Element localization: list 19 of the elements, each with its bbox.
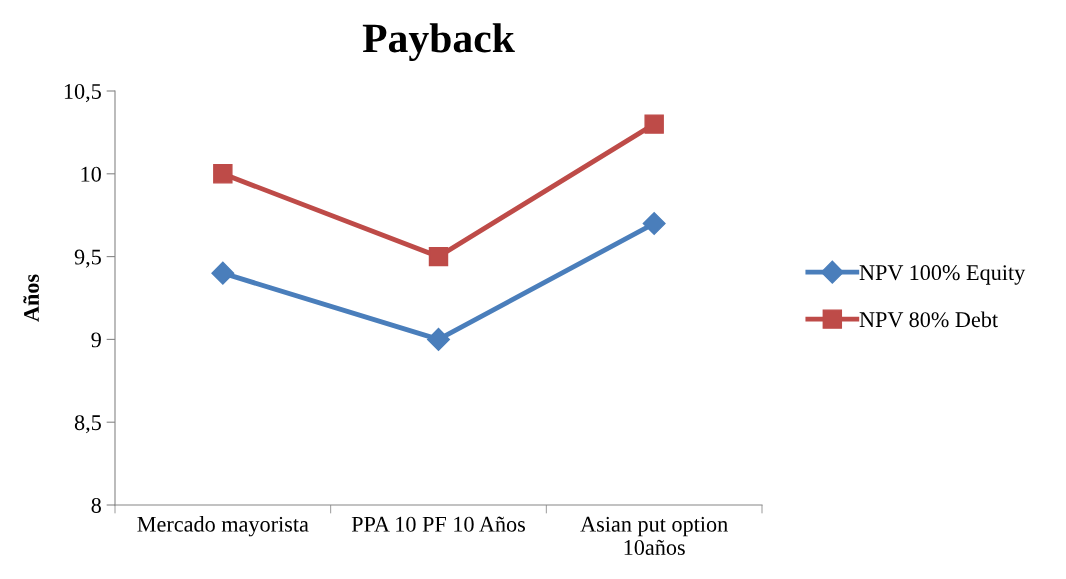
y-tick-label: 9 [91, 332, 101, 348]
x-tick-label: Asian put option 10años [580, 516, 728, 555]
y-tick-label: 9,5 [74, 249, 101, 268]
x-tick-label: Mercado mayorista [137, 516, 309, 537]
point [642, 211, 666, 235]
y-tick-label: 10 [81, 166, 101, 182]
x-tick-label: PPA 10 PF 10 Años [351, 516, 525, 532]
legend-label: NPV 80% Debt [859, 311, 998, 328]
point [211, 261, 235, 285]
point [644, 114, 664, 134]
chart-title: Payback [362, 23, 515, 62]
point [428, 246, 449, 267]
point [213, 164, 233, 184]
y-axis-title: Años [23, 274, 39, 322]
y-tick-label: 8 [91, 497, 101, 513]
y-tick-label: 10,5 [64, 83, 101, 103]
y-tick-label: 8,5 [74, 415, 101, 434]
point [427, 327, 450, 351]
legend-label: NPV 100% Equity [859, 265, 1026, 285]
